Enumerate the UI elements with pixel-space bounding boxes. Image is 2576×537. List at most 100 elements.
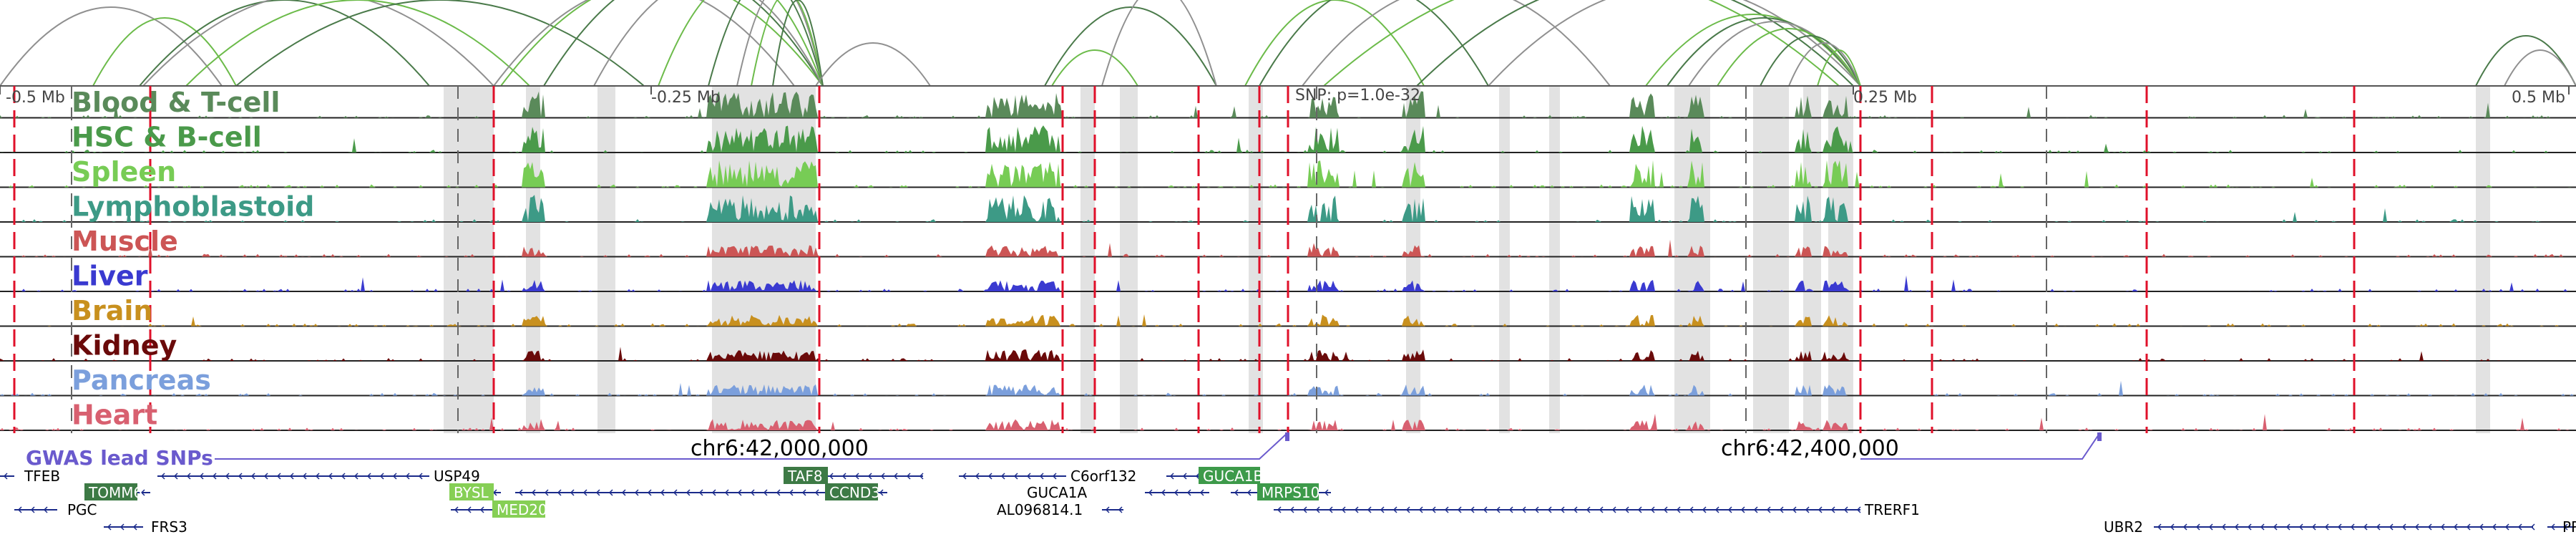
strand-arrow	[1560, 506, 1565, 513]
gene-label: BYSL	[454, 484, 489, 501]
chromatin-loop-arc	[142, 0, 494, 87]
strand-arrow	[737, 489, 742, 496]
strand-arrow	[750, 489, 755, 496]
chromatin-loop-arc	[1416, 0, 1854, 87]
strand-arrow	[1302, 506, 1307, 513]
strand-arrow	[479, 506, 484, 513]
chromatin-loop-arc	[185, 0, 530, 87]
strand-arrow	[1186, 489, 1191, 496]
gwas-connector	[1860, 432, 2101, 460]
highlight-band	[1120, 86, 1138, 433]
gene-label: TFEB	[24, 468, 60, 485]
highlight-band	[1249, 86, 1263, 433]
strand-arrow	[1367, 506, 1372, 513]
strand-arrow	[107, 523, 112, 531]
chromatin-loop-arc	[2475, 35, 2576, 87]
center-snp-label: SNP: p=1.0e-32	[1295, 87, 1420, 105]
chromatin-loop-arc	[815, 42, 931, 87]
strand-arrow	[225, 473, 230, 480]
strand-arrow	[2208, 523, 2213, 531]
strand-arrow	[1182, 473, 1187, 480]
strand-arrow	[238, 473, 243, 480]
strand-arrow	[829, 473, 834, 480]
strand-arrow	[2337, 523, 2342, 531]
chromatin-loop-arc	[593, 0, 824, 87]
gene-highlight-box	[825, 483, 878, 500]
strand-arrow	[263, 473, 268, 480]
strand-arrow	[1714, 506, 1719, 513]
strand-arrow	[2440, 523, 2445, 531]
strand-arrow	[673, 489, 678, 496]
strand-arrow	[276, 473, 281, 480]
strand-arrow	[2298, 523, 2303, 531]
track-label: Pancreas	[72, 364, 211, 396]
chromatin-loop-arc	[708, 0, 824, 87]
strand-arrow	[328, 473, 333, 480]
strand-arrow	[1818, 506, 1823, 513]
chromatin-loop-arc	[1244, 0, 1425, 87]
strand-arrow	[1470, 506, 1475, 513]
strand-arrow	[1496, 506, 1501, 513]
strand-arrow	[880, 473, 885, 480]
gene-label: C6orf132	[1070, 468, 1136, 485]
strand-arrow	[1013, 473, 1018, 480]
gwas-track: GWAS lead SNPs chr6:42,000,000 chr6:42,4…	[26, 432, 2102, 470]
track-label: Blood & T-cell	[72, 87, 280, 118]
strand-arrow	[1766, 506, 1771, 513]
strand-arrow	[1405, 506, 1410, 513]
strand-arrow	[1792, 506, 1797, 513]
strand-arrow	[557, 489, 562, 496]
highlight-band	[2476, 86, 2490, 433]
strand-arrow	[2401, 523, 2406, 531]
strand-arrow	[2324, 523, 2329, 531]
gene-highlight-box	[84, 483, 137, 500]
strand-arrow	[199, 473, 204, 480]
strand-arrow	[531, 489, 536, 496]
strand-arrow	[2453, 523, 2458, 531]
strand-arrow	[1392, 506, 1397, 513]
gene-label: UBR2	[2104, 518, 2143, 536]
gene-label: TAF8	[787, 468, 823, 485]
strand-arrow	[647, 489, 652, 496]
strand-arrow	[1586, 506, 1591, 513]
strand-arrow	[2550, 523, 2555, 531]
strand-arrow	[1534, 506, 1539, 513]
strand-arrow	[789, 489, 794, 496]
strand-arrow	[1000, 473, 1005, 480]
strand-arrow	[2157, 523, 2162, 531]
strand-arrow	[2273, 523, 2278, 531]
gene-highlight-box	[449, 483, 494, 500]
position-axis: -0.5 Mb -0.25 Mb 0.25 Mb 0.5 Mb SNP: p=1…	[6, 87, 2565, 107]
gwas-connector	[215, 432, 1289, 460]
strand-arrow	[132, 523, 137, 531]
gene-label: AL096814.1	[997, 501, 1083, 518]
track-signal	[0, 239, 2576, 257]
strand-arrow	[1611, 506, 1616, 513]
strand-arrow	[2492, 523, 2497, 531]
chromatin-loop-arc	[1302, 0, 1611, 87]
chromatin-loop-arc	[1323, 0, 1840, 87]
strand-arrow	[1277, 506, 1282, 513]
strand-arrow	[660, 489, 665, 496]
strand-arrow	[711, 489, 716, 496]
gene-label: MRPS10	[1262, 484, 1319, 501]
gene-label: FRS3	[151, 518, 187, 536]
strand-arrow	[1195, 473, 1200, 480]
chromatin-loop-arc	[1259, 0, 1489, 87]
strand-arrow	[2363, 523, 2368, 531]
gene-label: GUCA1A	[1027, 484, 1088, 501]
strand-arrow	[1457, 506, 1462, 513]
strand-arrow	[43, 506, 48, 513]
chromatin-loop-arc	[658, 0, 824, 87]
strand-arrow	[1624, 506, 1629, 513]
strand-arrow	[2221, 523, 2226, 531]
strand-arrow	[366, 473, 371, 480]
chromatin-loop-arcs	[0, 0, 2576, 87]
chromatin-loop-arc	[139, 0, 430, 87]
strand-arrow	[2195, 523, 2200, 531]
strand-arrow	[454, 506, 459, 513]
gene-label: GUCA1B	[1203, 468, 1263, 485]
gene-highlight-box	[1257, 483, 1319, 500]
strand-arrow	[173, 473, 178, 480]
